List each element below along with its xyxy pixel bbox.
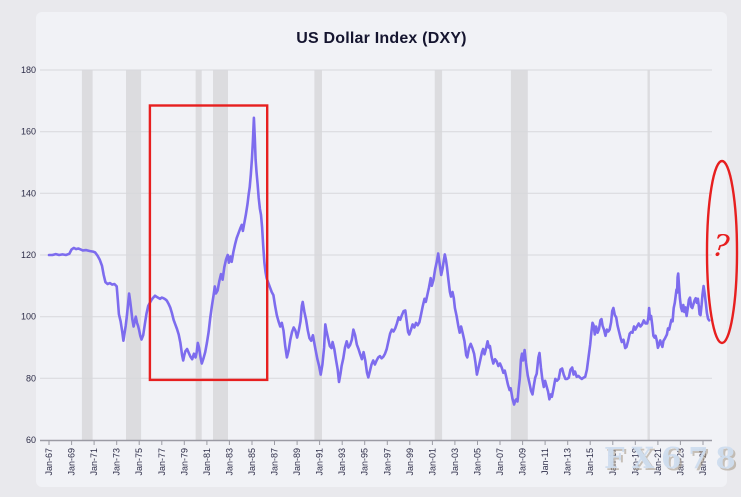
axes-layer: 60 80 100 120 140 160 180 Jan-67 Jan-69 Jan-71 Jan… (21, 65, 712, 476)
x-tick-label: Jan-17 (608, 448, 618, 476)
x-tick-label: Jan-07 (495, 448, 505, 476)
chart-card (36, 12, 727, 487)
x-tick-label: Jan-91 (315, 448, 325, 476)
x-tick-label: Jan-03 (450, 448, 460, 476)
gridlines-layer (40, 69, 712, 379)
x-tick-label: Jan-73 (112, 448, 122, 476)
y-tick-label: 180 (21, 65, 36, 75)
x-tick-label: Jan-89 (292, 448, 302, 476)
x-tick-label: Jan-99 (405, 448, 415, 476)
x-tick-label: Jan-11 (540, 448, 550, 475)
y-tick-label: 60 (26, 435, 36, 445)
y-tick-label: 100 (21, 312, 36, 322)
x-tick-label: Jan-85 (247, 448, 257, 476)
x-tick-label: Jan-05 (473, 448, 483, 476)
y-tick-label: 120 (21, 250, 36, 260)
y-tick-label: 80 (26, 373, 36, 383)
series-layer (47, 116, 711, 406)
annotations-layer: ? (148, 104, 739, 382)
x-tick-label: Jan-97 (382, 448, 392, 476)
x-tick-label: Jan-67 (44, 448, 54, 476)
red-box-annotation (148, 104, 269, 382)
x-tick-label: Jan-09 (518, 448, 528, 476)
x-tick-label: Jan-19 (630, 448, 640, 476)
x-tick-label: Jan-95 (360, 448, 370, 476)
x-tick-label: Jan-23 (675, 448, 685, 476)
question-mark-annotation: ? (711, 228, 732, 265)
x-tick-label: Jan-83 (224, 448, 234, 476)
y-tick-label: 140 (21, 188, 36, 198)
x-tick-label: Jan-79 (179, 448, 189, 476)
x-tick-label: Jan-87 (270, 448, 280, 476)
x-tick-label: Jan-21 (653, 448, 663, 476)
watermark: FX678 (604, 441, 741, 475)
x-tick-label: Jan-01 (427, 448, 437, 476)
dxy-series-line (47, 116, 711, 406)
x-tick-label: Jan-25 (698, 448, 708, 476)
x-tick-label: Jan-71 (89, 448, 99, 476)
x-tick-label: Jan-15 (585, 448, 595, 476)
y-tick-label: 160 (21, 127, 36, 137)
x-tick-label: Jan-75 (134, 448, 144, 476)
x-tick-label: Jan-81 (202, 448, 212, 476)
x-tick-label: Jan-69 (67, 448, 77, 476)
x-tick-label: Jan-13 (563, 448, 573, 476)
x-tick-label: Jan-77 (157, 448, 167, 476)
x-tick-label: Jan-93 (337, 448, 347, 476)
chart-title: US Dollar Index (DXY) (296, 30, 467, 47)
red-ellipse-annotation (705, 159, 739, 345)
